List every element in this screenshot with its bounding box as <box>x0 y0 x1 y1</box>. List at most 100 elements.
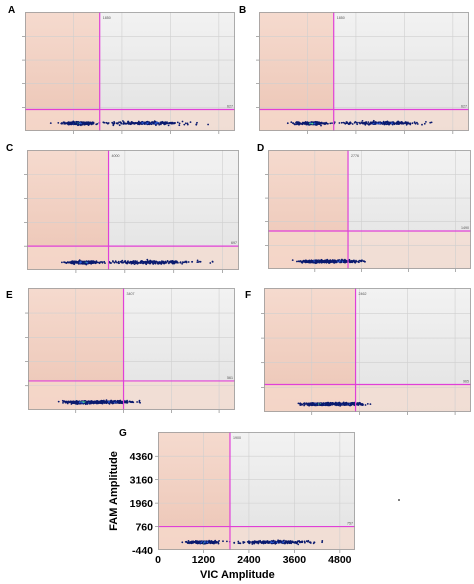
droplet <box>60 122 63 125</box>
droplet <box>49 122 52 124</box>
droplet <box>318 260 321 262</box>
stray-dot <box>398 499 400 501</box>
droplet <box>189 121 192 123</box>
droplet <box>367 121 370 123</box>
droplet <box>335 260 338 263</box>
droplet <box>62 402 64 404</box>
droplet <box>297 123 300 126</box>
droplet <box>355 121 358 124</box>
scatter-plot-c: 4000 697 <box>24 150 239 273</box>
droplet <box>117 260 120 263</box>
droplet <box>271 540 274 543</box>
droplet <box>156 121 158 124</box>
droplet <box>93 401 96 404</box>
droplet <box>286 542 289 545</box>
droplet <box>90 261 92 264</box>
droplet <box>363 122 366 125</box>
droplet <box>74 401 77 403</box>
droplet <box>151 260 154 263</box>
droplet <box>309 542 312 544</box>
droplet <box>340 260 343 263</box>
droplet <box>132 262 135 265</box>
droplet <box>255 541 258 544</box>
droplet <box>349 404 351 407</box>
droplet <box>174 122 176 124</box>
droplet <box>355 259 357 262</box>
droplet <box>112 123 115 125</box>
droplet <box>122 120 124 122</box>
droplet <box>171 262 174 265</box>
panel-letter: C <box>6 143 14 154</box>
droplet <box>118 124 121 127</box>
droplet <box>334 259 337 262</box>
droplet <box>346 121 348 124</box>
droplet <box>165 261 168 264</box>
droplet <box>327 402 330 404</box>
droplet <box>336 403 339 405</box>
droplet <box>307 540 309 543</box>
droplet <box>199 260 202 263</box>
droplet <box>65 401 67 404</box>
droplet <box>341 259 343 262</box>
droplet <box>196 261 199 263</box>
droplet <box>170 260 172 262</box>
droplet <box>306 122 308 125</box>
plot-frame <box>27 150 239 270</box>
droplet-cluster <box>61 259 106 266</box>
droplet <box>429 121 432 124</box>
droplet <box>63 261 65 263</box>
droplet <box>87 122 90 125</box>
droplet <box>307 122 310 124</box>
droplet <box>101 400 104 402</box>
droplet <box>144 262 147 264</box>
droplet <box>79 402 82 405</box>
droplet <box>126 401 129 404</box>
y-threshold-label: 757 <box>347 522 353 526</box>
droplet <box>295 541 297 543</box>
droplet <box>105 399 108 401</box>
droplet <box>118 121 120 124</box>
droplet <box>329 122 332 125</box>
droplet <box>399 121 402 124</box>
droplet <box>301 261 304 264</box>
droplet <box>391 122 393 125</box>
droplet <box>150 121 153 124</box>
droplet <box>331 122 333 124</box>
droplet <box>106 401 109 404</box>
droplet <box>76 403 78 405</box>
droplet <box>365 121 367 124</box>
y-threshold-label: 1490 <box>461 226 469 230</box>
droplet <box>84 262 87 265</box>
droplet <box>306 403 308 406</box>
droplet <box>353 121 356 124</box>
droplet <box>196 259 199 262</box>
droplet <box>351 402 353 405</box>
droplet <box>298 402 301 405</box>
droplet <box>379 122 381 125</box>
droplet <box>78 259 81 262</box>
droplet <box>137 120 140 123</box>
droplet <box>96 402 99 405</box>
x-threshold-label: 4000 <box>112 154 120 158</box>
droplet <box>252 541 254 543</box>
droplet <box>411 122 414 125</box>
droplet <box>114 260 117 263</box>
droplet <box>430 121 433 124</box>
droplet <box>261 541 263 543</box>
x-axis-title: VIC Amplitude <box>200 569 275 581</box>
droplet <box>179 261 182 264</box>
axes-g: -440 760 1960 3160 4360 0 1200 2400 3600 4800 <box>130 451 352 566</box>
droplet <box>149 259 152 262</box>
droplet <box>304 260 307 263</box>
droplet <box>311 403 314 406</box>
droplet <box>154 122 157 125</box>
droplet <box>139 401 141 404</box>
droplet <box>160 122 163 124</box>
droplet <box>351 261 354 264</box>
droplet <box>181 120 184 123</box>
droplet-cluster <box>49 120 99 127</box>
droplet <box>345 260 348 262</box>
droplet <box>67 121 69 124</box>
droplet <box>215 540 218 543</box>
scatter-plot-a: 1850 627 <box>22 12 235 134</box>
